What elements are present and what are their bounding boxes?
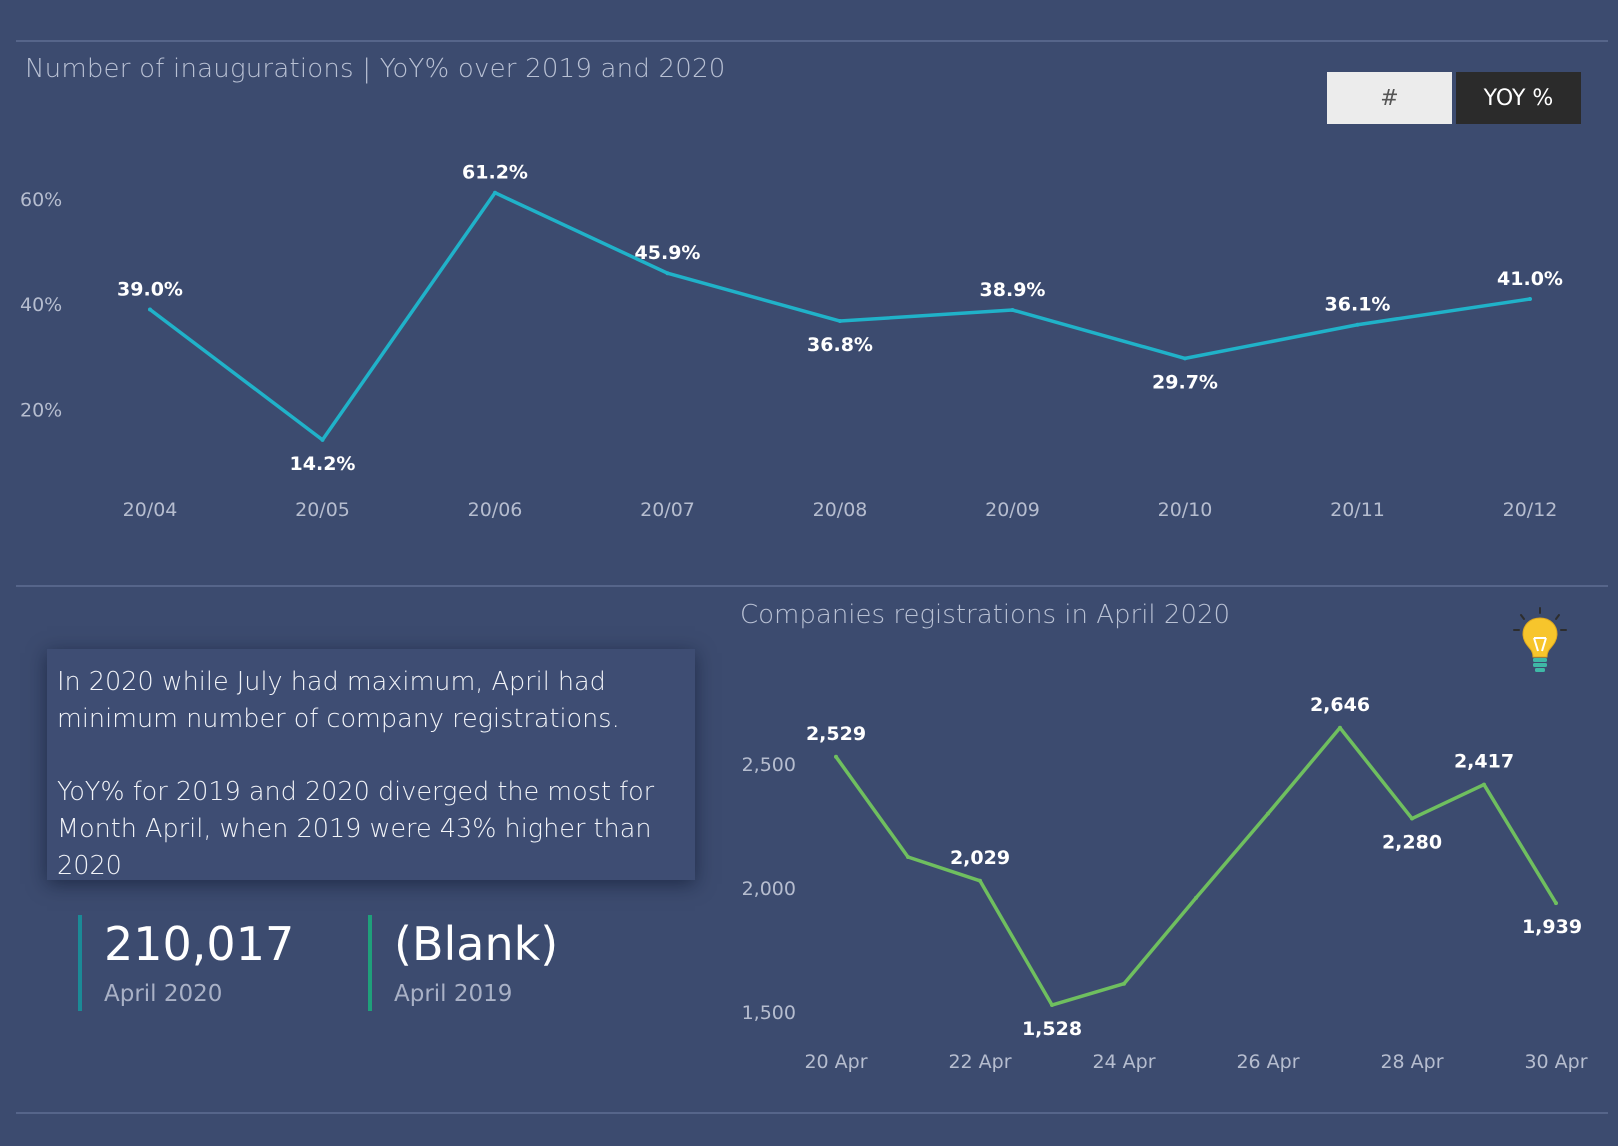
yoy-line-chart: 20% 40% 60% 20/04 20/05 20/06 20/07 20/08 20/09 2… — [20, 162, 1563, 521]
data-label: 2,646 — [1310, 694, 1370, 716]
data-label: 61.2% — [462, 162, 528, 184]
data-label: 38.9% — [980, 279, 1046, 301]
data-point — [1410, 816, 1414, 821]
data-label: 14.2% — [290, 453, 356, 475]
middle-divider — [16, 585, 1608, 587]
data-label: 2,029 — [950, 847, 1010, 869]
data-label: 1,939 — [1522, 916, 1582, 938]
lightbulb-icon[interactable] — [1512, 606, 1568, 676]
y-tick-label: 20% — [20, 399, 62, 421]
kpi-accent-bar — [368, 915, 372, 1011]
x-tick-label: 20/11 — [1330, 499, 1385, 521]
data-label: 2,417 — [1454, 751, 1514, 773]
y-tick-label: 2,500 — [742, 754, 796, 776]
data-point — [1528, 296, 1532, 301]
data-point — [1194, 895, 1198, 900]
data-point — [1482, 782, 1486, 787]
y-tick-label: 2,000 — [742, 878, 796, 900]
x-tick-label: 20/06 — [468, 499, 523, 521]
x-tick-label: 30 Apr — [1524, 1051, 1587, 1073]
y-tick-label: 1,500 — [742, 1002, 796, 1024]
y-tick-label: 60% — [20, 189, 62, 211]
data-point — [1266, 811, 1270, 816]
data-point — [1122, 981, 1126, 986]
insight-text-1: In 2020 while July had maximum, April ha… — [57, 667, 620, 734]
data-point — [148, 307, 152, 312]
data-label: 2,529 — [806, 723, 866, 745]
kpi-accent-bar — [78, 915, 82, 1011]
x-tick-label: 20/07 — [640, 499, 695, 521]
x-tick-label: 20/04 — [123, 499, 178, 521]
data-point — [1050, 1003, 1054, 1008]
bottom-divider — [16, 1112, 1608, 1114]
data-label: 2,280 — [1382, 832, 1442, 854]
bottom-chart-title: Companies registrations in April 2020 — [740, 600, 1231, 630]
x-tick-label: 20/08 — [813, 499, 868, 521]
data-point — [1554, 901, 1558, 906]
x-tick-label: 20/05 — [295, 499, 350, 521]
data-point — [834, 754, 838, 759]
data-point — [978, 878, 982, 883]
top-divider — [16, 40, 1608, 42]
top-chart-title: Number of inaugurations | YoY% over 2019… — [25, 54, 726, 84]
kpi-value: 210,017 — [104, 917, 295, 971]
x-tick-label: 26 Apr — [1236, 1051, 1299, 1073]
kpi-value: (Blank) — [394, 917, 559, 971]
x-tick-label: 22 Apr — [948, 1051, 1011, 1073]
insight-note-card: In 2020 while July had maximum, April ha… — [47, 649, 695, 881]
data-label: 36.8% — [807, 334, 873, 356]
insight-text-2: YoY% for 2019 and 2020 diverged the most… — [57, 777, 655, 881]
kpi-label: April 2019 — [394, 981, 513, 1007]
data-point — [493, 190, 497, 195]
data-point — [838, 319, 842, 324]
x-tick-label: 24 Apr — [1092, 1051, 1155, 1073]
data-label: 39.0% — [117, 278, 183, 300]
data-label: 1,528 — [1022, 1018, 1082, 1040]
series-line-registrations — [834, 726, 1558, 1007]
x-tick-label: 20/09 — [985, 499, 1040, 521]
x-tick-label: 20 Apr — [804, 1051, 867, 1073]
data-point — [1010, 308, 1015, 313]
y-tick-label: 40% — [20, 294, 62, 316]
x-tick-label: 20/10 — [1158, 499, 1213, 521]
x-tick-label: 20/12 — [1503, 499, 1558, 521]
data-label: 36.1% — [1325, 294, 1391, 316]
data-point — [906, 855, 910, 859]
data-point — [1338, 725, 1342, 730]
count-toggle-button[interactable]: # — [1327, 72, 1452, 124]
data-point — [665, 271, 670, 276]
x-tick-label: 28 Apr — [1380, 1051, 1443, 1073]
data-point — [1355, 322, 1360, 327]
data-label: 41.0% — [1497, 268, 1563, 290]
data-label: 29.7% — [1152, 371, 1218, 393]
data-point — [320, 437, 325, 442]
yoy-toggle-button[interactable]: YOY % — [1456, 72, 1581, 124]
data-label: 45.9% — [635, 242, 701, 264]
data-point — [1183, 356, 1187, 361]
kpi-label: April 2020 — [104, 981, 223, 1007]
